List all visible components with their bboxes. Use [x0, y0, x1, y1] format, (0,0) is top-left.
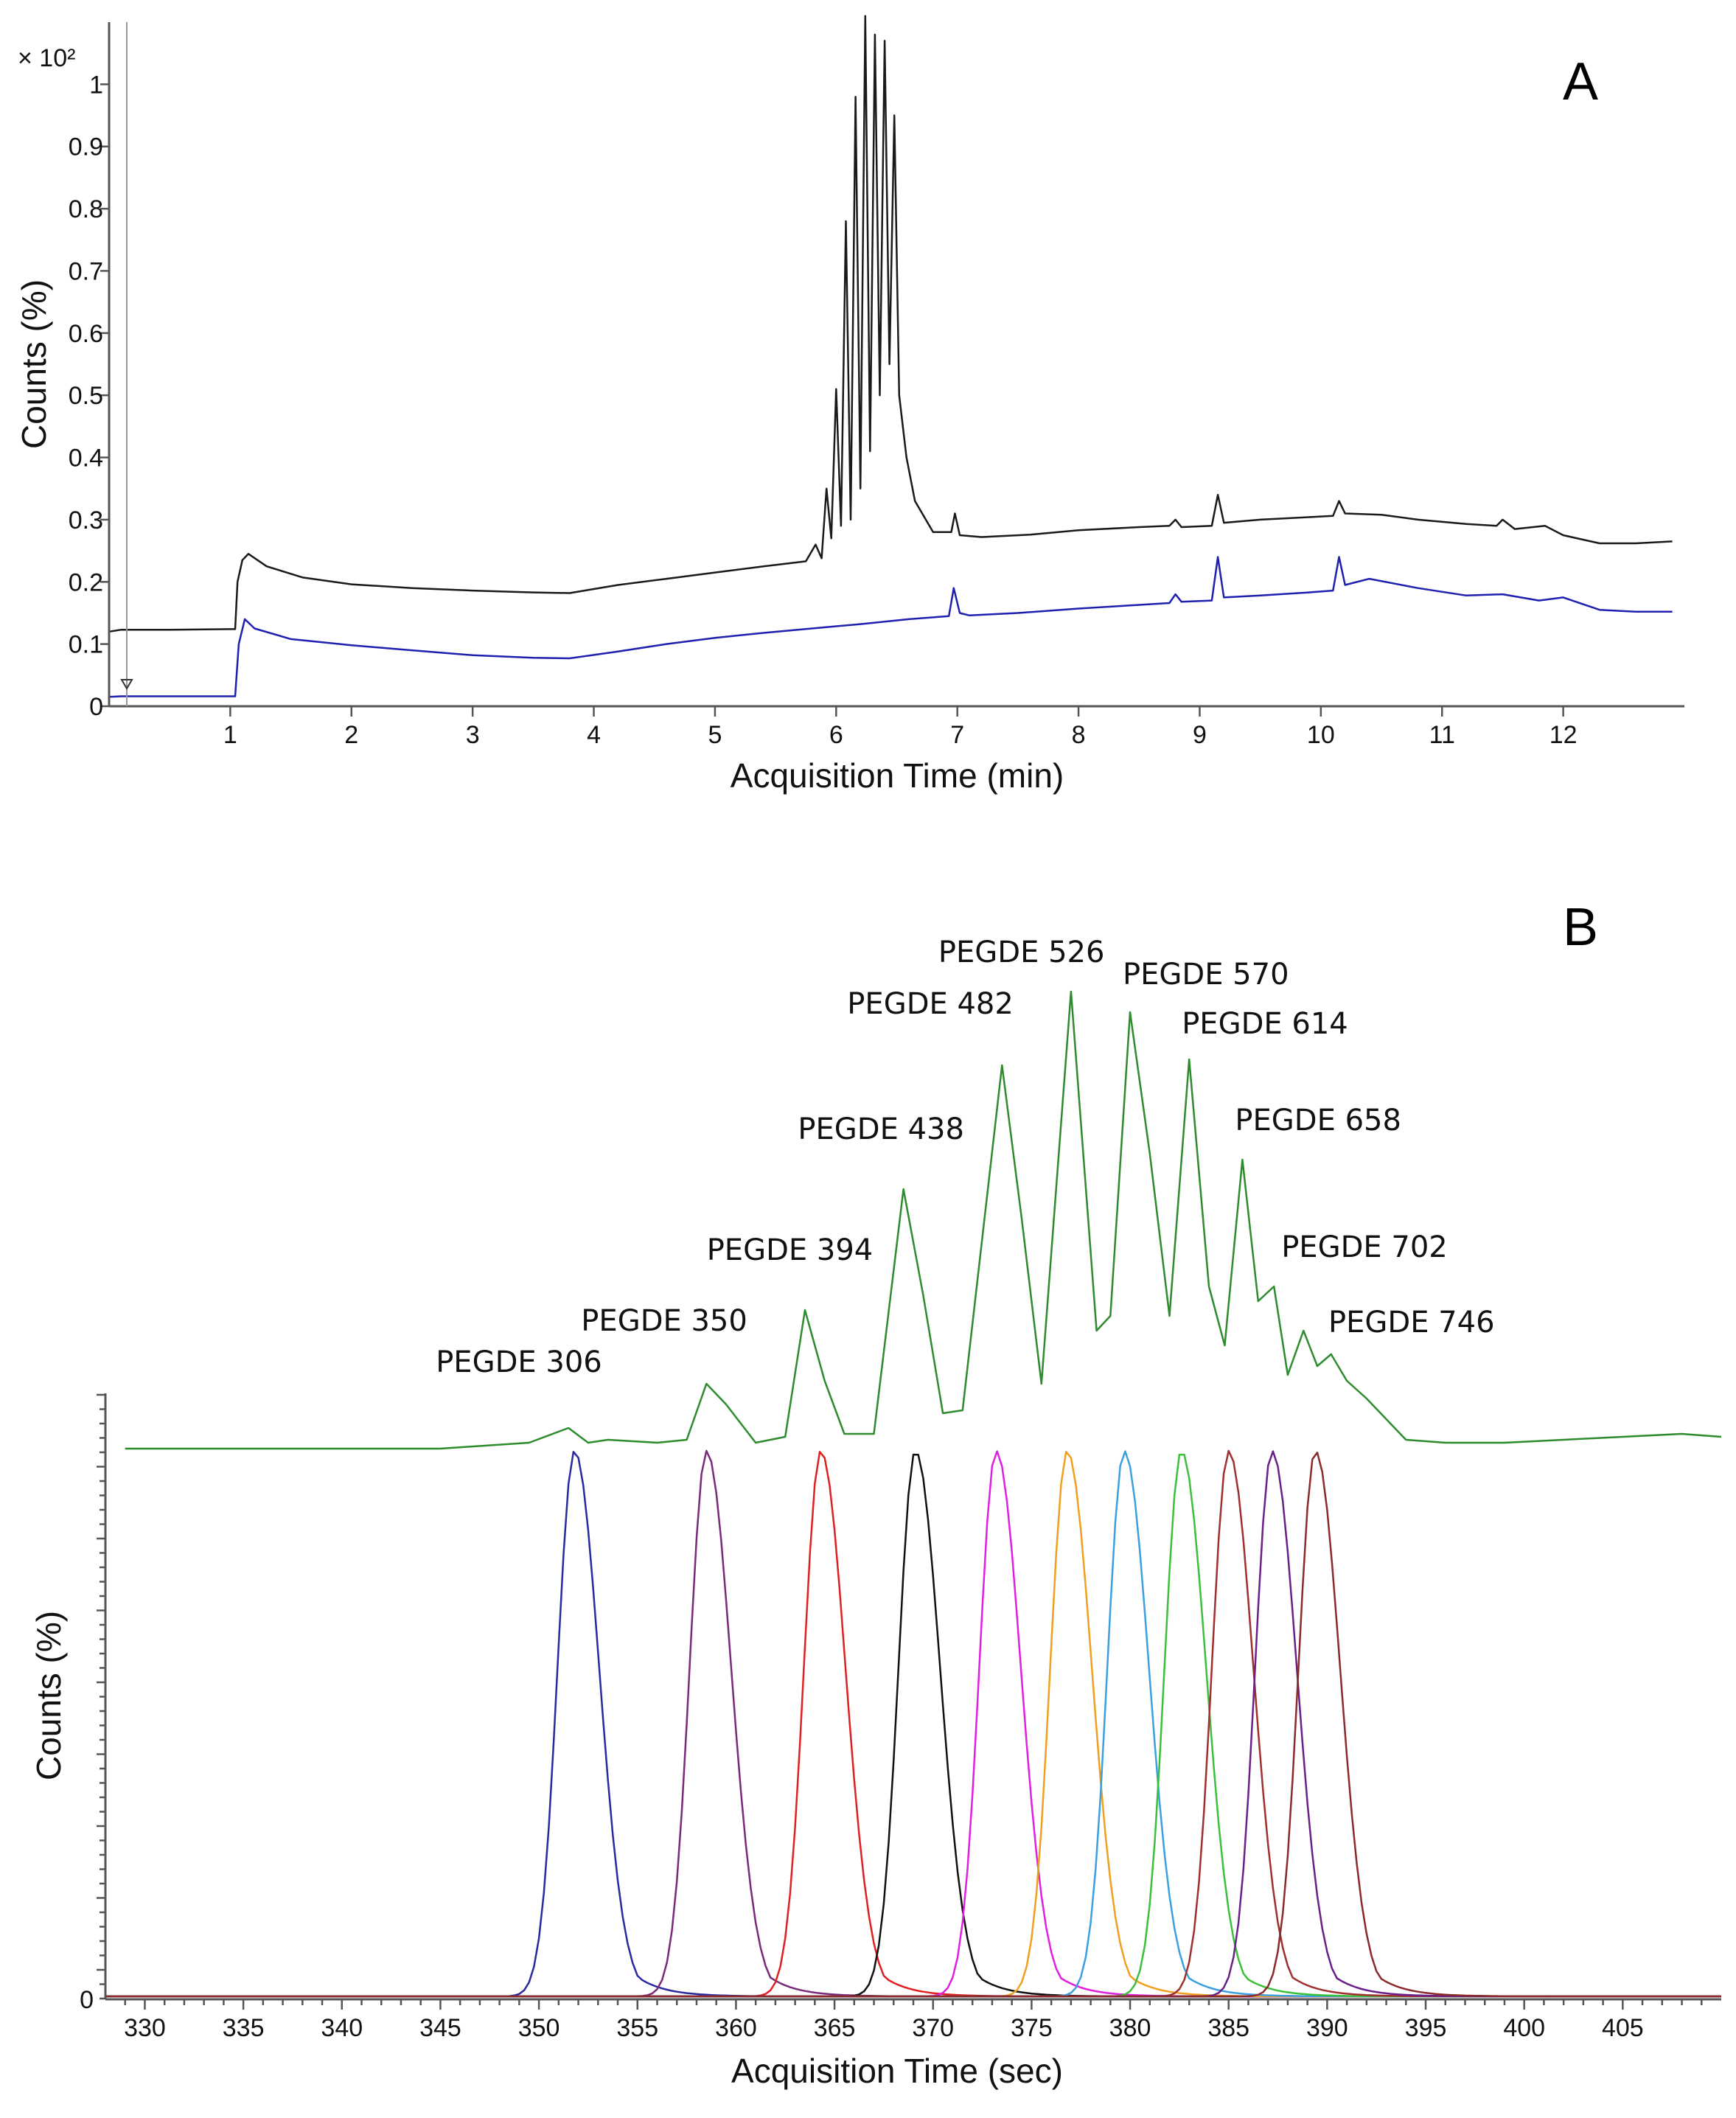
panel-a-traces — [108, 15, 1673, 698]
panel-a-x-tick-label: 11 — [1429, 721, 1455, 749]
panel-b-eic-trace-4 — [105, 1453, 1721, 1998]
panel-b-eic-trace-6 — [105, 1451, 1721, 1998]
panel-b-eic-trace-8 — [105, 1453, 1721, 1998]
peak-label: PEGDE 746 — [1328, 1306, 1495, 1340]
panel-b-y-tick-label: 0 — [80, 1986, 94, 2014]
panel-b-x-tick-label: 370 — [912, 2014, 954, 2042]
panel-b-x-tick-label: 365 — [814, 2014, 856, 2042]
panel-b-x-tick-label: 390 — [1306, 2014, 1348, 2042]
panel-b-x-axis-title: Acquisition Time (sec) — [731, 2052, 1063, 2090]
panel-b-x-tick-label: 345 — [419, 2014, 461, 2042]
panel-a-y-tick-label: 0.1 — [69, 631, 103, 659]
panel-a-y-tick-label: 1 — [89, 71, 103, 99]
panel-b-x-tick-label: 330 — [124, 2014, 166, 2042]
panel-b-eic-trace-7 — [105, 1450, 1721, 1998]
panel-b-x-tick-label: 350 — [518, 2014, 560, 2042]
panel-a-x-tick-label: 6 — [829, 721, 843, 749]
peak-label: PEGDE 702 — [1281, 1230, 1448, 1264]
panel-b-x-tick-label: 375 — [1011, 2014, 1053, 2042]
panel-a-x-tick-label: 4 — [587, 721, 601, 749]
panel-a-x-tick-label: 1 — [223, 721, 237, 749]
panel-a-x-tick-label: 12 — [1549, 721, 1578, 749]
panel-b-eic-trace-5 — [105, 1450, 1721, 1998]
peak-label: PEGDE 570 — [1123, 958, 1289, 992]
panel-b-y-axis-title: Counts (%) — [29, 1611, 68, 1780]
panel-a-y-axis-title: Counts (%) — [15, 279, 53, 449]
panel-a-y-tick-label: 0.9 — [69, 133, 103, 161]
panel-b-eic-trace-10 — [105, 1450, 1721, 1998]
panel-b-x-tick-label: 405 — [1602, 2014, 1644, 2042]
panel-a-series-black — [108, 15, 1673, 633]
peak-label: PEGDE 482 — [847, 987, 1014, 1021]
panel-b-x-tick-label: 380 — [1109, 2014, 1151, 2042]
peak-label: PEGDE 438 — [798, 1112, 964, 1146]
peak-label: PEGDE 394 — [707, 1233, 874, 1267]
panel-b-eic-trace-11 — [105, 1452, 1721, 1998]
panel-a-x-ticks: 1 2 3 4 5 6 7 8 9 10 11 12 — [223, 706, 1578, 749]
peak-label: PEGDE 614 — [1182, 1007, 1348, 1041]
panel-b-x-tick-label: 340 — [321, 2014, 363, 2042]
panel-b-x-ticks: 330 335 340 345 350 355 360 365 370 375 380 385 390 3… — [124, 1999, 1703, 2042]
panel-a-y-tick-label: 0.3 — [69, 506, 103, 534]
panel-b-eic-trace-1 — [105, 1451, 1721, 1998]
panel-a-y-tick-label: 0.2 — [69, 568, 103, 596]
panel-b-tic-trace — [125, 990, 1722, 1450]
panel-a-y-tick-label: 0.7 — [69, 257, 103, 285]
panel-a-x-tick-label: 10 — [1307, 721, 1335, 749]
panel-b-peak-labels: PEGDE 306 PEGDE 350 PEGDE 394 PEGDE 438 PEGD… — [436, 936, 1494, 1379]
panel-b-x-tick-label: 385 — [1207, 2014, 1249, 2042]
panel-a-x-tick-label: 7 — [950, 721, 964, 749]
peak-label: PEGDE 526 — [938, 936, 1105, 969]
panel-b-eic-trace-2 — [105, 1449, 1721, 1998]
panel-b-y-ticks: 0 — [80, 1393, 105, 2014]
panel-a-x-tick-label: 2 — [344, 721, 358, 749]
panel-a-y-tick-label: 0.4 — [69, 445, 103, 473]
panel-b-x-tick-label: 395 — [1405, 2014, 1447, 2042]
panel-a-y-ticks: 0 0.1 0.2 0.3 0.4 0.5 0.6 0.7 0.8 0.9 1 — [69, 71, 109, 721]
panel-b-letter: B — [1563, 898, 1598, 957]
panel-b-eic-trace-3 — [105, 1451, 1721, 1998]
panel-b-traces — [105, 990, 1722, 1998]
panel-a-letter: A — [1563, 52, 1598, 111]
panel-a-y-tick-label: 0 — [89, 693, 103, 721]
panel-a-x-axis-title: Acquisition Time (min) — [731, 756, 1064, 795]
panel-a-y-tick-label: 0.8 — [69, 195, 103, 223]
panel-a-y-tick-label: 0.6 — [69, 320, 103, 348]
panel-b-x-tick-label: 335 — [223, 2014, 265, 2042]
panel-a-x-tick-label: 5 — [708, 721, 722, 749]
panel-b-x-tick-label: 355 — [616, 2014, 658, 2042]
panel-b-x-tick-label: 360 — [715, 2014, 757, 2042]
panel-b-eic-trace-9 — [105, 1449, 1721, 1998]
panel-a-y-multiplier: × 10² — [18, 44, 75, 72]
peak-label: PEGDE 306 — [436, 1345, 602, 1379]
panel-a-x-tick-label: 3 — [466, 721, 480, 749]
panel-a-series-blue — [108, 556, 1673, 698]
peak-label: PEGDE 658 — [1235, 1104, 1401, 1138]
peak-label: PEGDE 350 — [581, 1304, 747, 1338]
panel-a-start-marker-icon — [120, 679, 133, 690]
panel-a-x-tick-label: 9 — [1193, 721, 1207, 749]
panel-b-x-tick-label: 400 — [1503, 2014, 1545, 2042]
panel-a-x-tick-label: 8 — [1072, 721, 1086, 749]
panel-a-y-tick-label: 0.5 — [69, 382, 103, 410]
